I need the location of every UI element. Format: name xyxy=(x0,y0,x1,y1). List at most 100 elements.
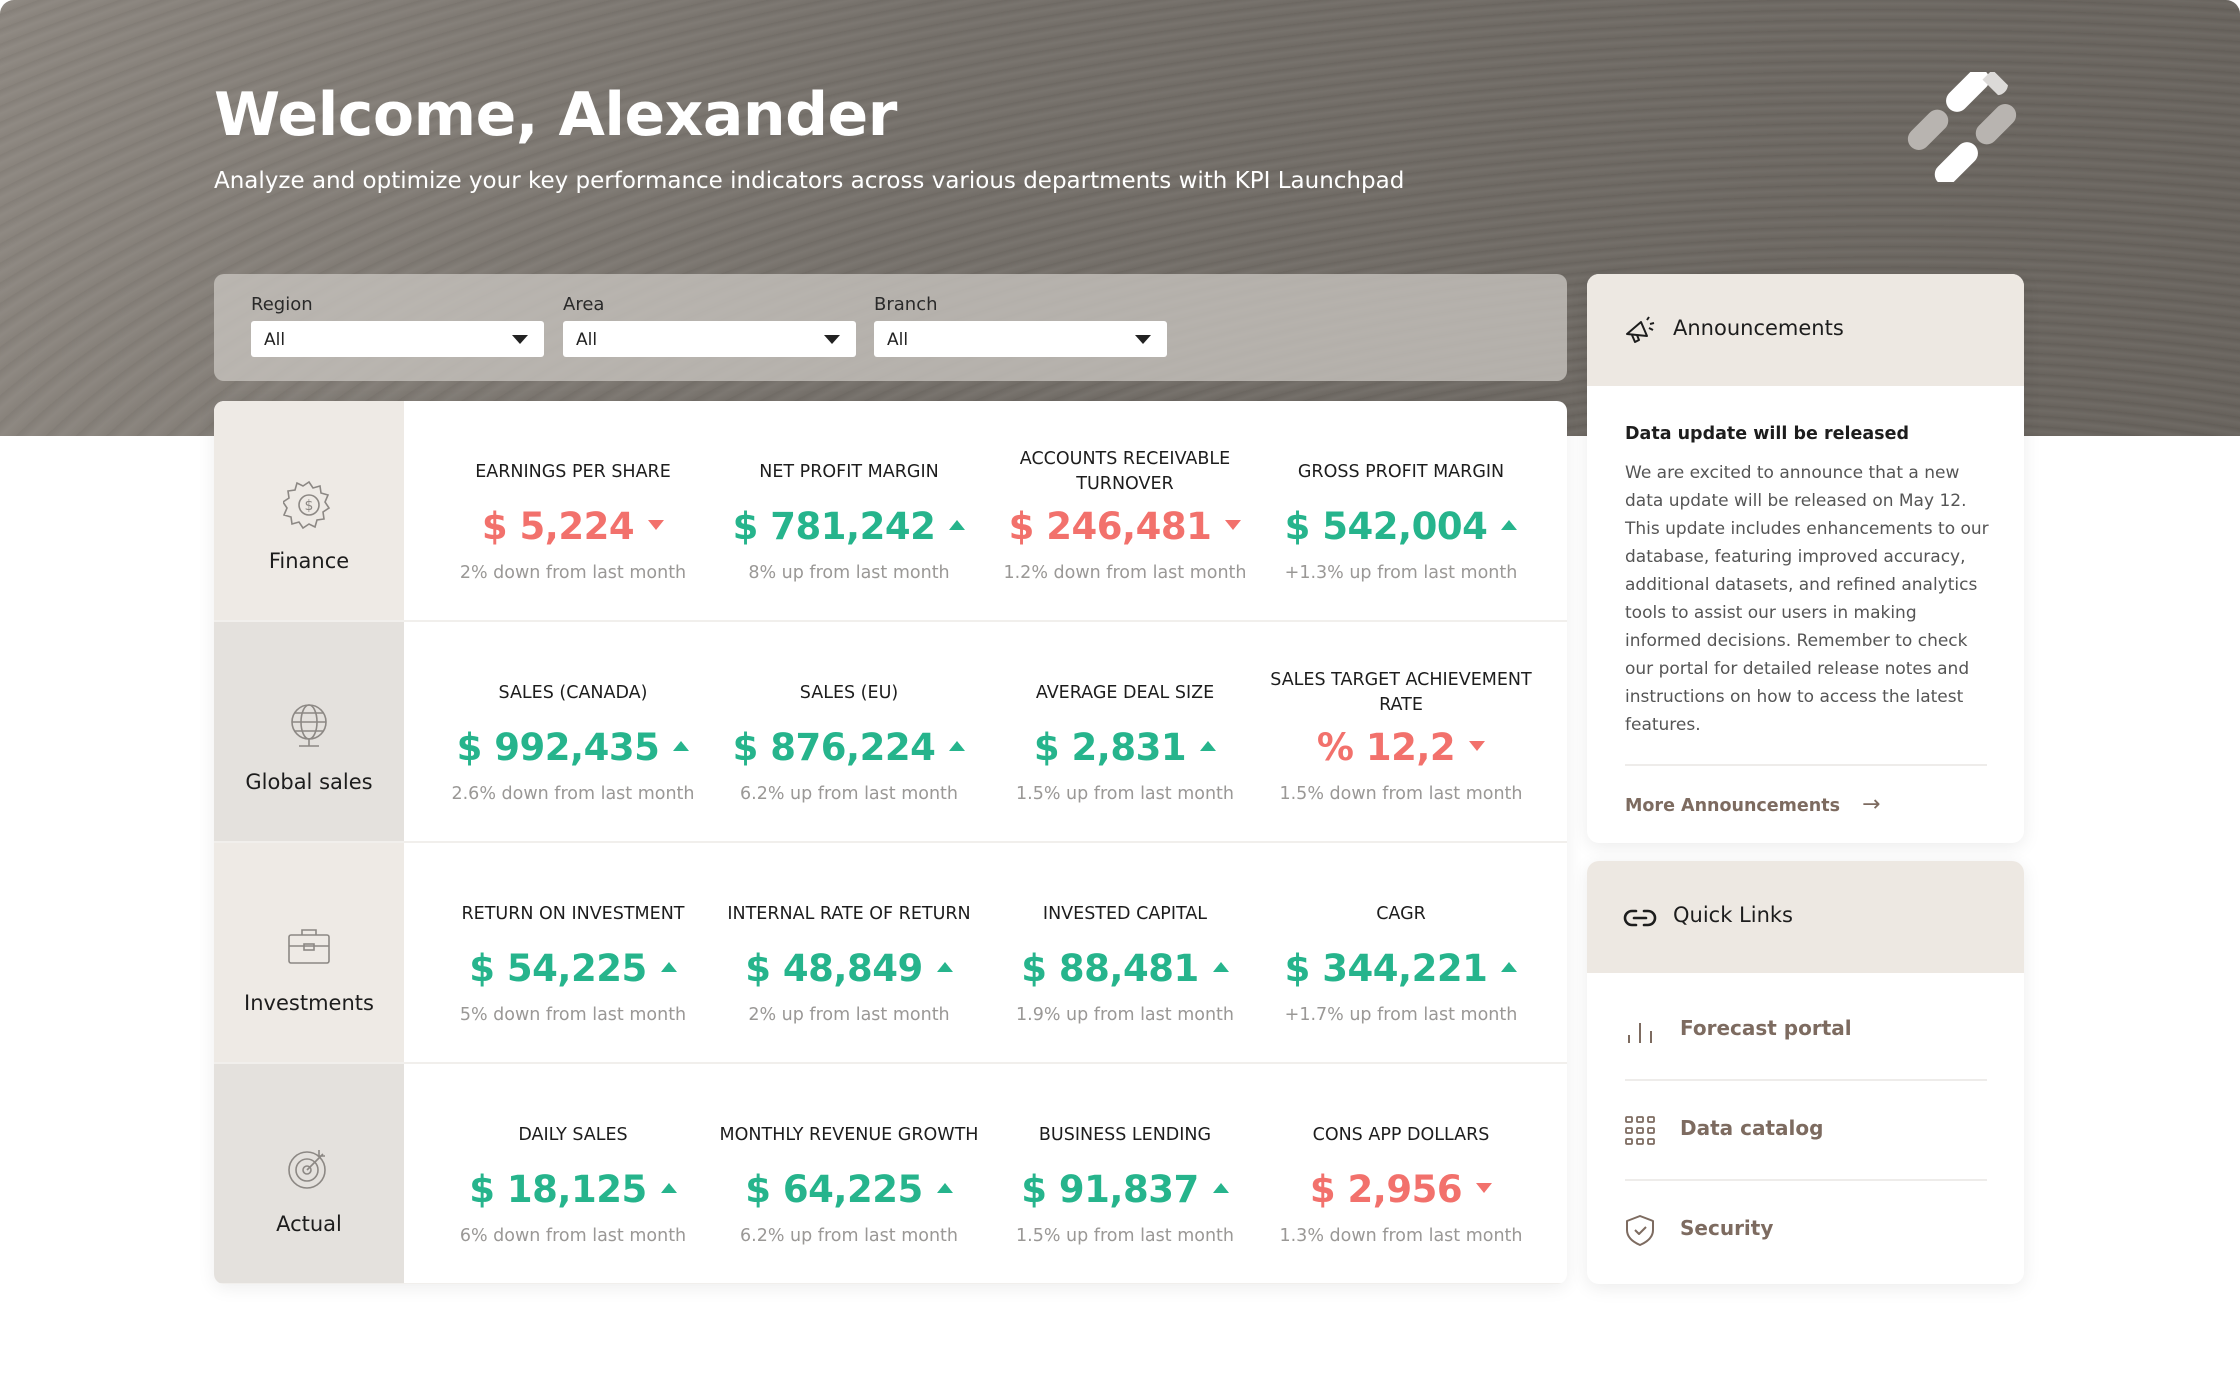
kpi-card[interactable]: GROSS PROFIT MARGIN $ 542,004 +1.3% up fro… xyxy=(1263,401,1539,620)
branch-select[interactable]: All xyxy=(874,321,1167,357)
kpi-value-wrap: $ 781,242 xyxy=(711,505,987,548)
branch-label: Branch xyxy=(874,294,938,315)
chevron-down-icon xyxy=(824,335,840,344)
quick-link-label: Forecast portal xyxy=(1680,1016,1852,1040)
trend-up-icon xyxy=(673,740,690,751)
kpi-value: $ 54,225 xyxy=(469,947,647,990)
kpi-label: CONS APP DOLLARS xyxy=(1312,1124,1490,1145)
kpi-value: $ 88,481 xyxy=(1021,947,1199,990)
page-title: Welcome, Alexander xyxy=(214,80,897,150)
gear-dollar-icon: $ xyxy=(283,480,331,530)
kpi-card[interactable]: ACCOUNTS RECEIVABLE TURNOVER $ 246,481 1.2… xyxy=(987,401,1263,620)
trend-up-icon xyxy=(949,740,966,751)
target-icon xyxy=(288,1150,326,1189)
kpi-change: 1.5% down from last month xyxy=(1279,784,1523,804)
category-label: Investments xyxy=(244,991,374,1015)
category-label: Actual xyxy=(276,1212,342,1236)
trend-up-icon xyxy=(936,1182,953,1193)
kpi-card[interactable]: SALES (EU) $ 876,224 6.2% up from last mon… xyxy=(711,622,987,841)
kpi-value-wrap: $ 344,221 xyxy=(1263,947,1539,990)
kpi-value-wrap: $ 2,831 xyxy=(987,726,1263,769)
kpi-change: 1.5% up from last month xyxy=(1016,784,1234,804)
region-select[interactable]: All xyxy=(251,321,544,357)
trend-down-icon xyxy=(1225,519,1242,530)
kpi-change: 2% up from last month xyxy=(748,1005,950,1025)
area-select[interactable]: All xyxy=(563,321,856,357)
kpi-label: RETURN ON INVESTMENT xyxy=(461,903,685,924)
announcement-body: We are excited to announce that a new da… xyxy=(1625,463,1989,735)
kpi-value: $ 64,225 xyxy=(745,1168,923,1211)
kpi-label: AVERAGE DEAL SIZE xyxy=(1035,682,1215,703)
logo-icon xyxy=(1907,72,2017,182)
kpi-change: 2.6% down from last month xyxy=(451,784,695,804)
kpi-card[interactable]: NET PROFIT MARGIN $ 781,242 8% up from las… xyxy=(711,401,987,620)
quick-links-title: Quick Links xyxy=(1673,903,1794,927)
quick-link-security[interactable]: Security xyxy=(1623,1203,1993,1253)
kpi-label: GROSS PROFIT MARGIN xyxy=(1297,461,1505,482)
kpi-card[interactable]: CONS APP DOLLARS $ 2,956 1.3% down from la… xyxy=(1263,1064,1539,1283)
kpi-card[interactable]: INVESTED CAPITAL $ 88,481 1.9% up from las… xyxy=(987,843,1263,1062)
announcements-title: Announcements xyxy=(1673,316,1844,340)
category-cell: Global sales xyxy=(214,622,404,841)
grid-icon xyxy=(1625,1116,1655,1145)
kpi-value-wrap: $ 246,481 xyxy=(987,505,1263,548)
kpi-card[interactable]: SALES TARGET ACHIEVEMENT RATE % 12,2 1.5% … xyxy=(1263,622,1539,841)
kpi-value: $ 992,435 xyxy=(456,726,660,769)
kpi-card[interactable]: BUSINESS LENDING $ 91,837 1.5% up from las… xyxy=(987,1064,1263,1283)
kpi-change: 5% down from last month xyxy=(459,1005,687,1025)
quick-links-panel: Quick Links Forecast portal Data catalog… xyxy=(1587,861,2024,1284)
kpi-label: INTERNAL RATE OF RETURN xyxy=(727,903,971,924)
kpi-card[interactable]: EARNINGS PER SHARE $ 5,224 2% down from la… xyxy=(435,401,711,620)
region-label: Region xyxy=(251,294,313,315)
kpi-label: MONTHLY REVENUE GROWTH xyxy=(719,1124,979,1145)
bar-chart-icon xyxy=(1628,1023,1652,1043)
kpi-card[interactable]: INTERNAL RATE OF RETURN $ 48,849 2% up fro… xyxy=(711,843,987,1062)
kpi-card[interactable]: RETURN ON INVESTMENT $ 54,225 5% down from… xyxy=(435,843,711,1062)
kpi-row-actual: Actual DAILY SALES $ 18,125 6% down from la… xyxy=(214,1064,1567,1284)
kpi-card[interactable]: DAILY SALES $ 18,125 6% down from last mon… xyxy=(435,1064,711,1283)
kpi-label: SALES (EU) xyxy=(799,682,899,703)
kpi-card[interactable]: MONTHLY REVENUE GROWTH $ 64,225 6.2% up fr… xyxy=(711,1064,987,1283)
kpi-change: 8% up from last month xyxy=(748,563,950,583)
category-cell: Investments xyxy=(214,843,404,1062)
kpi-label: EARNINGS PER SHARE xyxy=(475,461,671,482)
trend-up-icon xyxy=(936,961,953,972)
kpi-value-wrap: $ 18,125 xyxy=(435,1168,711,1211)
kpi-row-finance: $ Finance EARNINGS PER SHARE $ 5,224 2% down… xyxy=(214,401,1567,622)
more-announcements-label: More Announcements xyxy=(1625,796,1841,816)
kpi-value: % 12,2 xyxy=(1316,726,1456,769)
kpi-value-wrap: $ 542,004 xyxy=(1263,505,1539,548)
kpi-label: INVESTED CAPITAL xyxy=(1042,903,1208,924)
quick-link-data-catalog[interactable]: Data catalog xyxy=(1623,1103,1993,1153)
arrow-right-icon: → xyxy=(1862,792,1881,817)
category-cell: $ Finance xyxy=(214,401,404,620)
kpi-card[interactable]: AVERAGE DEAL SIZE $ 2,831 1.5% up from las… xyxy=(987,622,1263,841)
kpi-change: 1.5% up from last month xyxy=(1016,1226,1234,1246)
kpi-value: $ 781,242 xyxy=(732,505,936,548)
trend-down-icon xyxy=(1476,1182,1493,1193)
category-cell: Actual xyxy=(214,1064,404,1283)
kpi-card[interactable]: SALES (CANADA) $ 992,435 2.6% down from la… xyxy=(435,622,711,841)
kpi-change: 6.2% up from last month xyxy=(740,1226,958,1246)
kpi-label: ACCOUNTS RECEIVABLE TURNOVER xyxy=(1019,449,1231,494)
kpi-row-global-sales: Global sales SALES (CANADA) $ 992,435 2.6% … xyxy=(214,622,1567,843)
kpi-value: $ 18,125 xyxy=(469,1168,647,1211)
kpi-value: $ 5,224 xyxy=(481,505,635,548)
kpi-row-investments: Investments RETURN ON INVESTMENT $ 54,225 5… xyxy=(214,843,1567,1064)
kpi-card[interactable]: CAGR $ 344,221 +1.7% up from last month xyxy=(1263,843,1539,1062)
kpi-value-wrap: $ 2,956 xyxy=(1263,1168,1539,1211)
kpi-label: CAGR xyxy=(1376,903,1426,924)
kpi-value: $ 542,004 xyxy=(1284,505,1488,548)
kpi-value: $ 344,221 xyxy=(1284,947,1488,990)
kpi-value-wrap: $ 54,225 xyxy=(435,947,711,990)
more-announcements-link[interactable]: More Announcements → xyxy=(1625,792,1880,817)
area-label: Area xyxy=(563,294,605,315)
quick-link-forecast-portal[interactable]: Forecast portal xyxy=(1623,1003,1993,1053)
briefcase-icon xyxy=(288,929,330,964)
trend-up-icon xyxy=(949,519,966,530)
trend-up-icon xyxy=(1200,740,1217,751)
divider xyxy=(1625,1179,1987,1181)
kpi-label: SALES TARGET ACHIEVEMENT RATE xyxy=(1270,670,1532,715)
globe-icon xyxy=(291,704,327,747)
category-label: Finance xyxy=(268,549,350,573)
